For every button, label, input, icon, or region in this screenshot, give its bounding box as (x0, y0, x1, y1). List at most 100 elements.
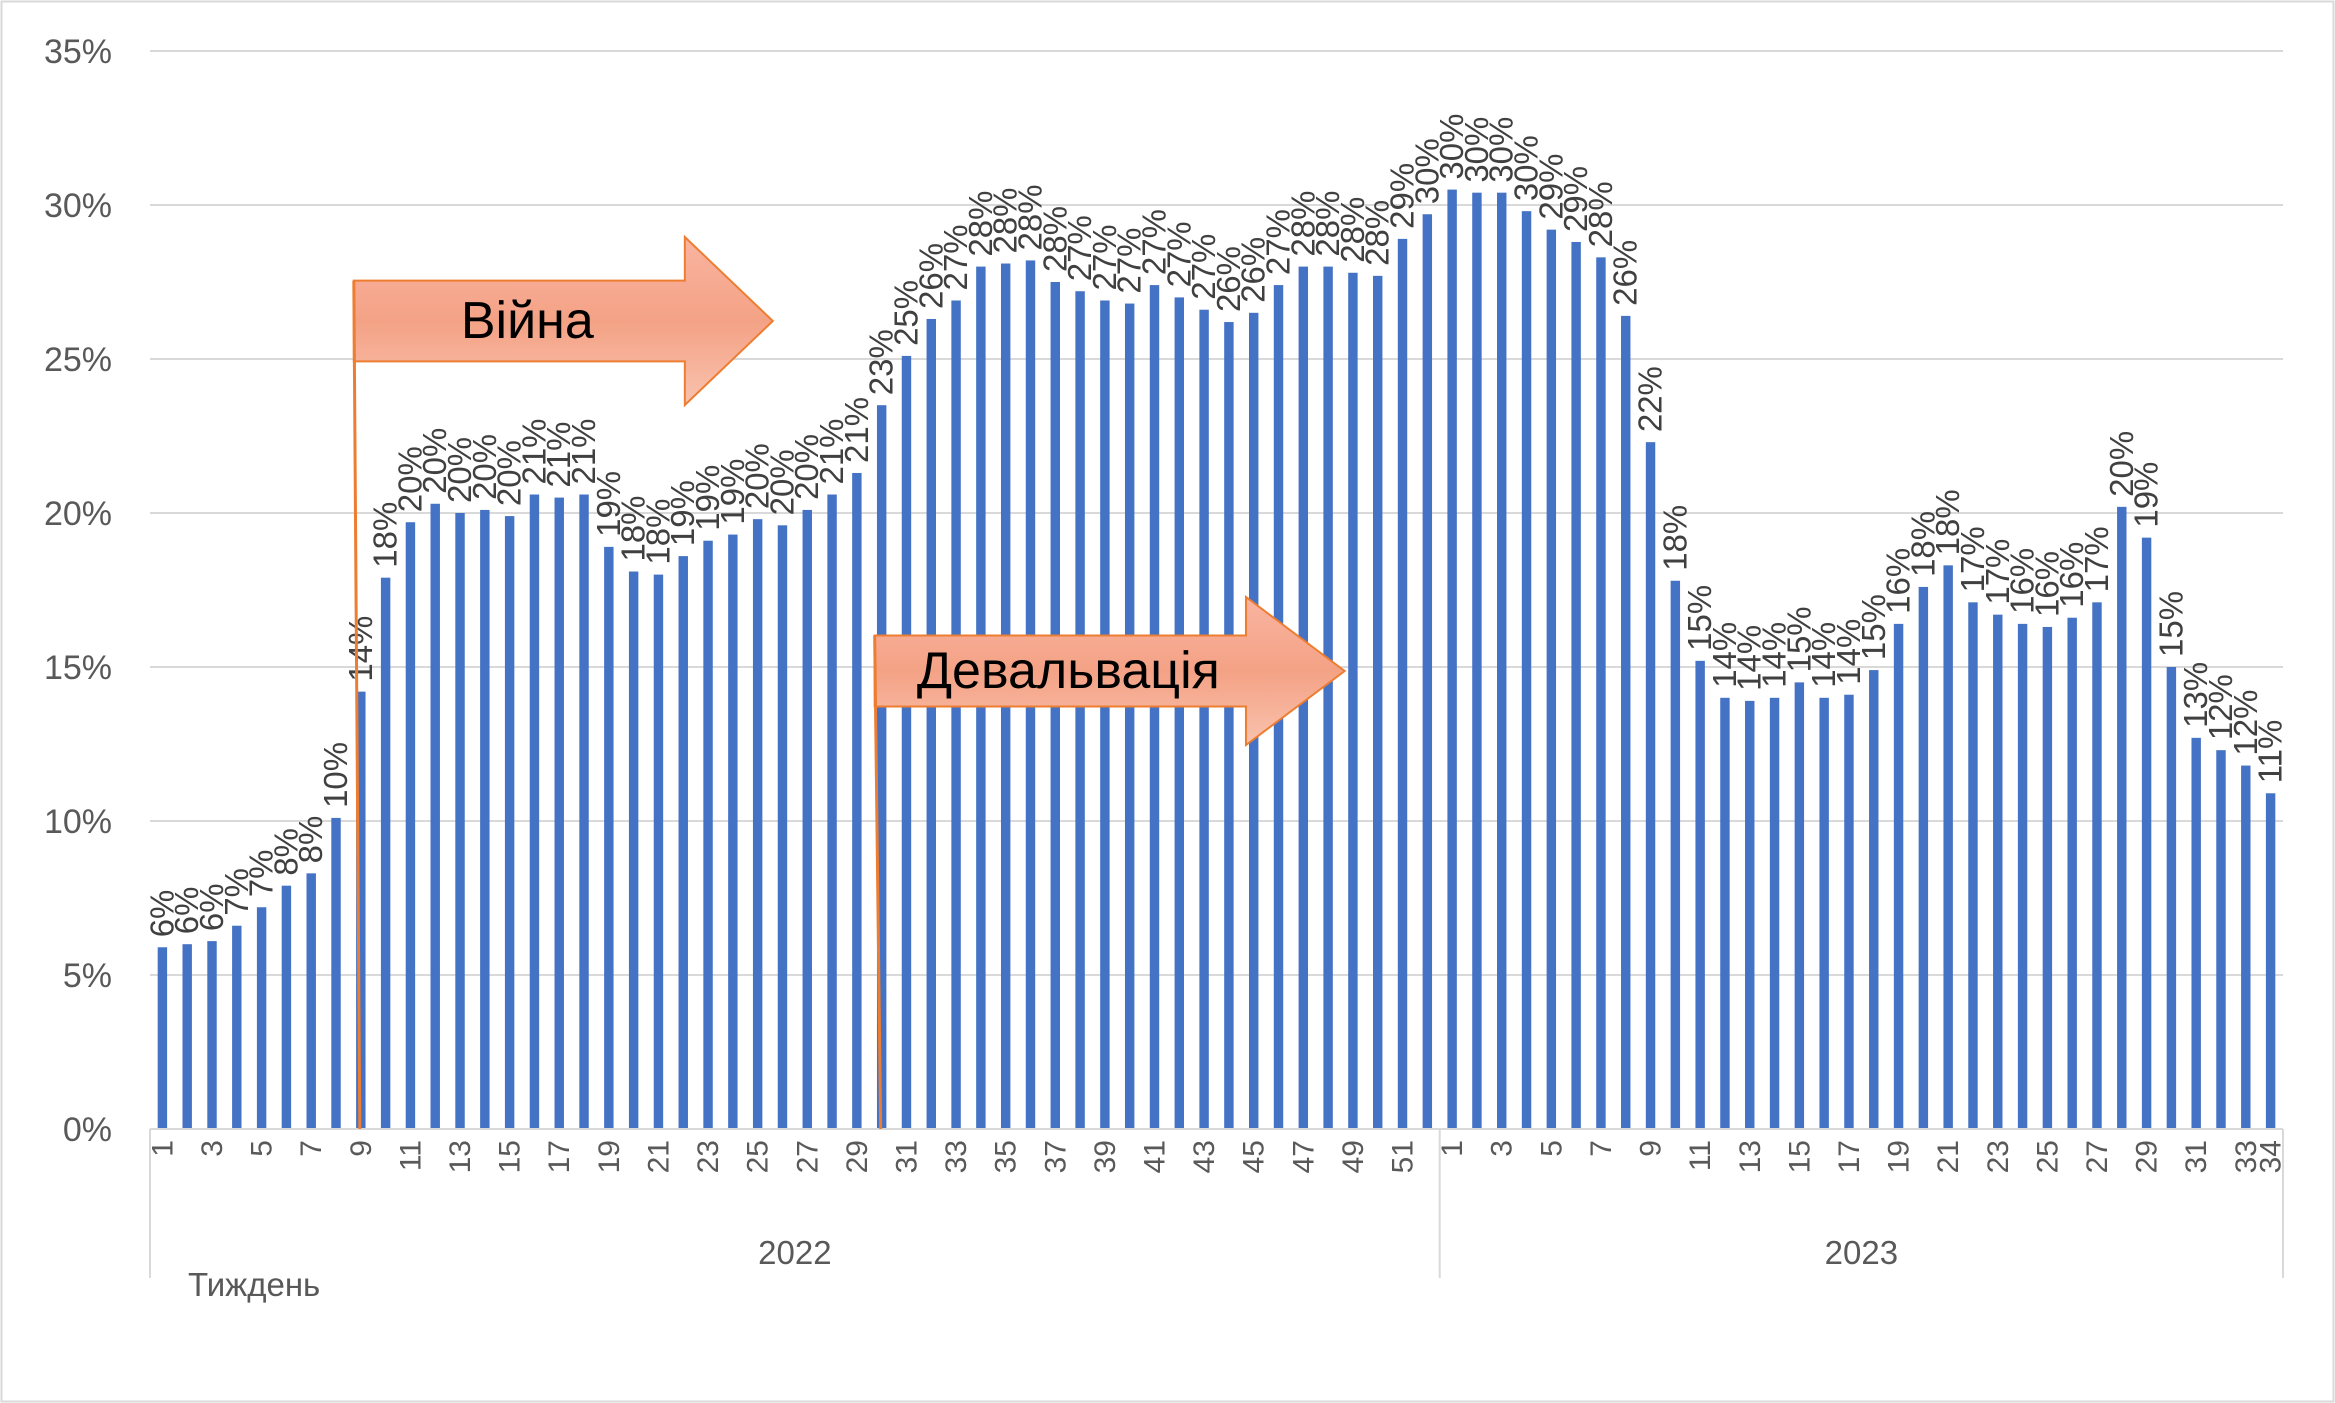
bar (2141, 537, 2152, 1129)
data-label: 8% (292, 816, 329, 864)
x-tick-label: 19 (1883, 1140, 1916, 1173)
data-label: 26% (1607, 240, 1644, 306)
bar (2117, 506, 2127, 1130)
y-axis-ticks: 0% 5% 10% 15% 20% 25% 30% 35% (44, 33, 112, 1149)
data-label: 21% (565, 418, 602, 484)
data-label: 20% (416, 428, 453, 494)
data-label: 21% (540, 422, 577, 488)
data-label: 19% (2128, 462, 2165, 528)
data-label: 28% (1284, 191, 1321, 257)
x-tick-label: 31 (890, 1140, 923, 1173)
data-label: 10% (317, 742, 354, 808)
bar (1993, 614, 2003, 1129)
data-labels: 6%6%6%7%7%8%8%10%14%18%20%20%20%20%20%21… (143, 114, 2288, 938)
data-label: 16% (2004, 548, 2041, 614)
data-label: 18% (1656, 505, 1693, 571)
bar (207, 941, 217, 1129)
bar (604, 546, 614, 1129)
x-tick-label: 3 (196, 1140, 229, 1157)
bar (1174, 297, 1185, 1129)
bar (1124, 303, 1135, 1129)
data-label: 18% (615, 495, 652, 561)
bar (876, 405, 887, 1129)
data-label: 29% (1532, 154, 1569, 220)
data-label: 28% (1309, 191, 1346, 257)
bar (1348, 272, 1358, 1129)
data-label: 7% (218, 868, 255, 916)
bar (579, 494, 589, 1129)
bar (1075, 291, 1085, 1129)
bar (1695, 660, 1705, 1129)
data-label: 7% (243, 850, 280, 898)
bar (728, 534, 738, 1129)
bar (703, 540, 713, 1129)
bar (1769, 697, 1780, 1129)
x-tick-label: 7 (1585, 1140, 1618, 1157)
x-tick-label: 27 (791, 1140, 824, 1173)
bar (1819, 697, 1829, 1129)
x-group-label: 2022 (758, 1234, 831, 1271)
data-label: 8% (267, 828, 304, 876)
bar (2017, 623, 2028, 1129)
x-tick-label: 29 (841, 1140, 874, 1173)
x-group-label: 2023 (1825, 1234, 1898, 1271)
bar (2067, 617, 2077, 1129)
data-label: 14% (1756, 622, 1793, 688)
data-label: 22% (1632, 366, 1669, 432)
data-label: 20% (441, 437, 478, 503)
bar (2166, 667, 2177, 1129)
bar (1645, 442, 1656, 1129)
bar (1422, 214, 1433, 1130)
x-tick-label: 1 (146, 1140, 179, 1157)
data-label: 19% (590, 471, 627, 537)
x-tick-label: 15 (494, 1140, 527, 1173)
data-label: 6% (168, 886, 205, 934)
data-label: 27% (937, 224, 974, 290)
bar (1968, 602, 1978, 1129)
bar (455, 513, 465, 1129)
data-label: 14% (1830, 619, 1867, 685)
data-label: 20% (2103, 431, 2140, 497)
data-label: 27% (1135, 209, 1172, 275)
data-label: 19% (664, 480, 701, 546)
bar (232, 925, 242, 1129)
annotation-marker-line (352, 280, 362, 1130)
data-label: 30% (1408, 138, 1445, 204)
data-label: 17% (2078, 526, 2115, 592)
bar (480, 509, 490, 1129)
bar (306, 873, 316, 1129)
data-label: 16% (2053, 542, 2090, 608)
x-tick-label: 11 (1684, 1140, 1717, 1171)
bar (504, 516, 515, 1129)
x-tick-label: 23 (692, 1140, 725, 1173)
annotation-text: Девальвація (917, 642, 1220, 700)
data-label: 14% (1706, 622, 1743, 688)
data-label: 28% (1582, 181, 1619, 247)
data-label: 28% (1011, 184, 1048, 250)
data-label: 14% (342, 616, 379, 682)
data-label: 28% (1359, 200, 1396, 266)
data-label: 27% (1086, 224, 1123, 290)
data-label: 21% (813, 418, 850, 484)
x-tick-label: 49 (1337, 1140, 1370, 1173)
bar (2092, 602, 2102, 1129)
x-tick-label: 41 (1138, 1140, 1171, 1173)
data-label: 26% (1235, 237, 1272, 303)
bar (777, 525, 788, 1129)
bar (628, 571, 639, 1129)
x-tick-label: 25 (742, 1140, 775, 1173)
bar (1224, 322, 1234, 1129)
x-tick-label: 39 (1089, 1140, 1122, 1173)
bar (554, 497, 564, 1130)
bar (405, 522, 416, 1129)
data-label: 23% (863, 329, 900, 395)
data-label: 17% (1979, 539, 2016, 605)
bar (1323, 266, 1333, 1130)
bar (2241, 765, 2251, 1129)
data-label: 30% (1433, 114, 1470, 180)
x-tick-label: 43 (1188, 1140, 1221, 1173)
data-label: 29% (1557, 166, 1594, 232)
data-label: 28% (987, 187, 1024, 253)
x-axis: 1 3 5 7 9 11 13 15 17 19 21 23 25 27 29 31 33 35 37 39 41 43 4… (146, 1128, 2288, 1278)
